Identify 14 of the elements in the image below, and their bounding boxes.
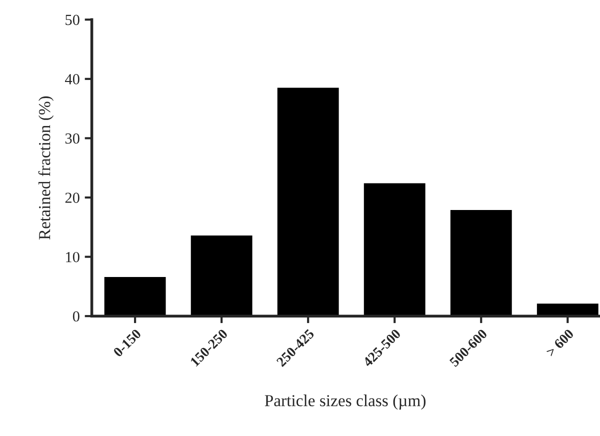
y-tick-label: 0: [72, 311, 80, 322]
bar: [364, 183, 426, 316]
x-tick-label: > 600: [546, 328, 574, 358]
bar: [190, 235, 252, 316]
y-tick-label: 10: [66, 252, 80, 262]
y-tick-label: 50: [66, 14, 80, 26]
y-axis-title: Retained fraction (%): [38, 96, 54, 240]
y-tick-label: 30: [65, 133, 80, 144]
x-axis-title: Particle sizes class (µm): [264, 394, 426, 410]
bar: [450, 210, 512, 316]
y-tick-label: 40: [65, 74, 80, 84]
y-tick-label: 20: [65, 192, 80, 203]
bar: [277, 88, 339, 316]
bar: [104, 276, 166, 316]
